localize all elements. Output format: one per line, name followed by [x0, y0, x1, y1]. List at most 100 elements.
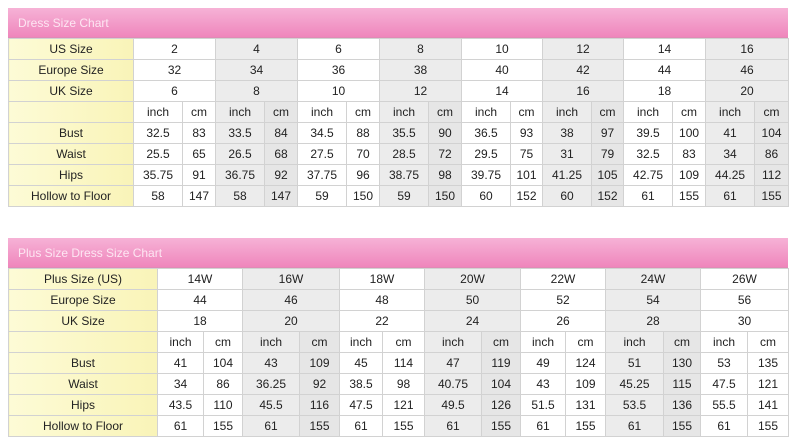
unit-label: inch [297, 101, 347, 123]
unit-label: cm [299, 331, 340, 353]
size-cell: 20W [424, 268, 521, 290]
size-table: US Size 2 4 6 8 10 12 14 16 Europe Size 32 34 36 38 40… [8, 38, 790, 207]
measurement-cell: 110 [203, 394, 243, 416]
measurement-cell: 31 [542, 143, 593, 165]
measurement-cell: 58 [215, 185, 265, 207]
measurement-cell: 105 [591, 164, 625, 186]
measurement-cell: 33.5 [215, 122, 265, 144]
measurement-cell: 53.5 [605, 394, 664, 416]
measurement-cell: 155 [754, 185, 790, 207]
measurement-cell: 72 [428, 143, 462, 165]
measurement-cell: 155 [663, 415, 701, 437]
measurement-cell: 36.25 [242, 373, 300, 395]
measurement-cell: 155 [672, 185, 707, 207]
measurement-cell: 75 [509, 143, 544, 165]
size-cell: 12 [379, 80, 462, 102]
size-row: UK Size 6 8 10 12 14 16 18 20 [8, 80, 790, 102]
row-label: US Size [8, 38, 134, 60]
measurement-cell: 43 [520, 373, 566, 395]
measurement-cell: 59 [297, 185, 347, 207]
measurement-row: Waist 34 86 36.25 92 38.5 98 40.75 104 43 109 45.25… [8, 373, 789, 395]
size-cell: 12 [542, 38, 625, 60]
measurement-cell: 130 [663, 352, 701, 374]
measurement-cell: 35.75 [133, 164, 183, 186]
measurement-cell: 97 [591, 122, 625, 144]
measurement-cell: 43 [242, 352, 300, 374]
measurement-cell: 34 [705, 143, 756, 165]
size-cell: 24W [605, 268, 701, 290]
measurement-cell: 34.5 [297, 122, 347, 144]
measurement-cell: 61 [339, 415, 383, 437]
measurement-cell: 155 [382, 415, 425, 437]
measurement-row: Hollow to Floor 61 155 61 155 61 155 61 155 61 155… [8, 415, 789, 437]
measurement-cell: 47 [424, 352, 482, 374]
unit-row: inch cm inch cm inch cm inch cm inch cm inch cm inch… [8, 101, 790, 123]
measurement-cell: 104 [481, 373, 521, 395]
row-label: Waist [8, 143, 134, 165]
measurement-cell: 150 [428, 185, 462, 207]
measurement-cell: 86 [203, 373, 243, 395]
unit-label: inch [215, 101, 265, 123]
size-table: Plus Size (US) 14W 16W 18W 20W 22W 24W 26W Europ… [8, 268, 789, 437]
measurement-cell: 27.5 [297, 143, 347, 165]
size-cell: 30 [700, 310, 789, 332]
size-cell: 38 [379, 59, 462, 81]
size-cell: 50 [424, 289, 521, 311]
size-cell: 10 [460, 38, 544, 60]
measurement-cell: 51.5 [520, 394, 566, 416]
size-cell: 40 [460, 59, 544, 81]
measurement-cell: 116 [299, 394, 340, 416]
size-cell: 44 [157, 289, 243, 311]
measurement-cell: 152 [591, 185, 625, 207]
measurement-cell: 70 [346, 143, 380, 165]
size-cell: 36 [297, 59, 380, 81]
measurement-cell: 98 [428, 164, 462, 186]
plus-size-chart: Plus Size Dress Size Chart Plus Size (US… [8, 238, 789, 437]
measurement-cell: 101 [509, 164, 544, 186]
size-cell: 8 [379, 38, 462, 60]
measurement-cell: 47.5 [700, 373, 748, 395]
measurement-cell: 150 [346, 185, 380, 207]
measurement-cell: 92 [264, 164, 298, 186]
size-cell: 34 [215, 59, 298, 81]
measurement-cell: 61 [700, 415, 748, 437]
size-cell: 46 [705, 59, 790, 81]
measurement-cell: 49 [520, 352, 566, 374]
measurement-cell: 41.25 [542, 164, 593, 186]
size-cell: 22W [520, 268, 606, 290]
measurement-cell: 36.5 [461, 122, 511, 144]
measurement-cell: 92 [299, 373, 340, 395]
size-cell: 4 [215, 38, 298, 60]
unit-label: cm [509, 101, 544, 123]
size-row: Europe Size 32 34 36 38 40 42 44 46 [8, 59, 790, 81]
unit-label: cm [754, 101, 790, 123]
measurement-cell: 26.5 [215, 143, 265, 165]
measurement-cell: 38 [542, 122, 593, 144]
unit-label: inch [605, 331, 664, 353]
measurement-cell: 61 [605, 415, 664, 437]
measurement-cell: 83 [182, 122, 216, 144]
measurement-cell: 55.5 [700, 394, 748, 416]
measurement-cell: 61 [520, 415, 566, 437]
unit-label: cm [663, 331, 701, 353]
measurement-cell: 104 [754, 122, 790, 144]
size-cell: 44 [623, 59, 707, 81]
unit-label: cm [672, 101, 707, 123]
size-cell: 18 [157, 310, 243, 332]
size-cell: 32 [133, 59, 216, 81]
size-cell: 14 [623, 38, 707, 60]
measurement-cell: 83 [672, 143, 707, 165]
size-cell: 46 [242, 289, 340, 311]
measurement-cell: 112 [754, 164, 790, 186]
size-cell: 14 [460, 80, 544, 102]
unit-label: cm [264, 101, 298, 123]
row-label-empty [8, 331, 158, 353]
measurement-cell: 61 [242, 415, 300, 437]
row-label: Hollow to Floor [8, 185, 134, 207]
size-row: Plus Size (US) 14W 16W 18W 20W 22W 24W 26W [8, 268, 789, 290]
measurement-cell: 124 [565, 352, 606, 374]
measurement-cell: 59 [379, 185, 429, 207]
size-cell: 10 [297, 80, 380, 102]
size-cell: 20 [705, 80, 790, 102]
measurement-cell: 91 [182, 164, 216, 186]
